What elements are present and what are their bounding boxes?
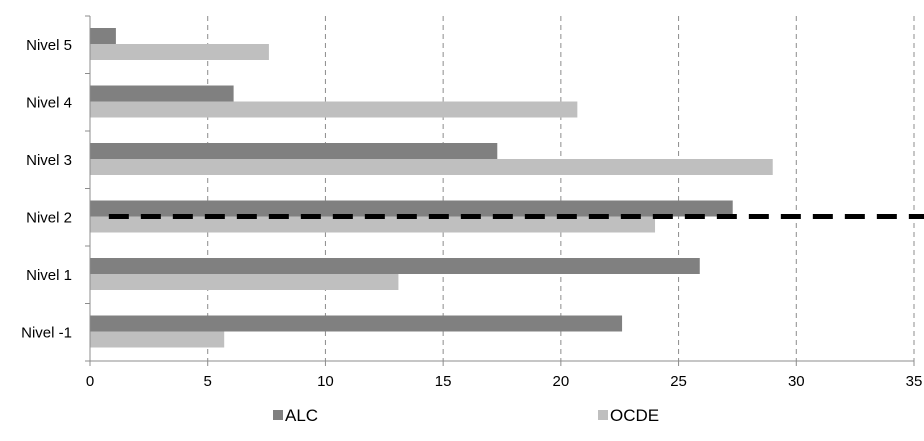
x-tick-label: 35: [906, 373, 923, 390]
y-tick-label: Nivel 1: [26, 267, 72, 284]
y-tick-labels: Nivel 5 Nivel 4 Nivel 3 Nivel 2 Nivel 1 Nivel…: [21, 37, 72, 342]
bar-ocde: [90, 44, 269, 60]
bar-alc: [90, 85, 234, 102]
bar-alc: [90, 258, 700, 274]
y-tick-label: Nivel 5: [26, 37, 72, 54]
axes: [85, 15, 915, 366]
grid-lines: [207, 16, 915, 361]
y-tick-label: Nivel 2: [26, 209, 72, 226]
bar-ocde: [90, 331, 225, 348]
bar-alc: [90, 143, 498, 159]
y-tick-label: Nivel 3: [26, 152, 72, 169]
legend-swatch-alc: [273, 410, 283, 420]
bar-ocde: [90, 159, 773, 175]
legend-label-alc: ALC: [285, 406, 318, 425]
x-tick-label: 10: [317, 373, 334, 390]
bar-alc: [90, 200, 733, 217]
bars: [90, 28, 773, 348]
legend-swatch-ocde: [598, 410, 608, 420]
x-tick-label: 30: [788, 373, 805, 390]
x-tick-label: 0: [86, 373, 94, 390]
bar-ocde: [90, 101, 578, 118]
bar-ocde: [90, 216, 656, 233]
x-tick-label: 20: [553, 373, 570, 390]
bar-alc: [90, 28, 116, 44]
y-tick-label: Nivel -1: [21, 324, 72, 341]
bar-ocde: [90, 274, 399, 290]
x-tick-label: 5: [204, 373, 212, 390]
x-tick-labels: 0 5 10 15 20 25 30 35: [86, 373, 923, 390]
legend: ALC OCDE: [273, 406, 659, 425]
bar-alc: [90, 315, 623, 332]
y-tick-label: Nivel 4: [26, 94, 72, 111]
x-tick-label: 25: [670, 373, 687, 390]
legend-label-ocde: OCDE: [610, 406, 659, 425]
x-tick-label: 15: [435, 373, 452, 390]
